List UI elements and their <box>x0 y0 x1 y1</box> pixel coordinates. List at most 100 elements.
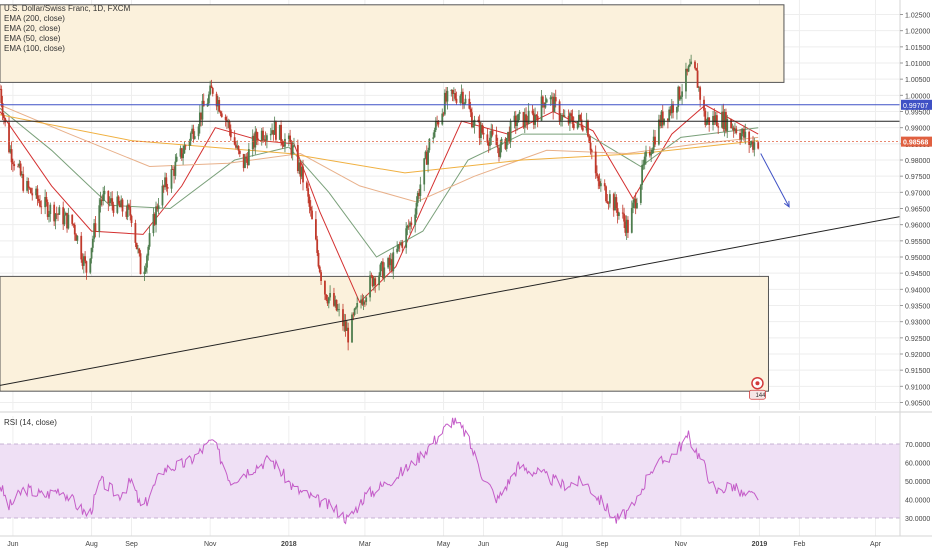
candle-body <box>89 258 92 273</box>
candle-body <box>9 149 12 153</box>
price-tick-label: 0.99500 <box>905 110 930 117</box>
lower-demand-zone <box>0 275 769 392</box>
candle-body <box>369 275 371 298</box>
indicator-ema100[interactable]: EMA (100, close) <box>4 44 65 53</box>
upper-supply-zone <box>0 4 785 83</box>
candle-body <box>616 208 619 216</box>
candle-body <box>28 187 31 189</box>
candle-body <box>378 275 380 286</box>
rsi-legend[interactable]: RSI (14, close) <box>4 418 57 427</box>
candle-body <box>174 161 177 176</box>
candle-body <box>64 212 67 216</box>
candle-body <box>433 130 436 138</box>
candle-body <box>558 101 561 121</box>
time-tick-label: Nov <box>204 541 217 548</box>
candle-body <box>183 145 186 154</box>
candle-body <box>641 165 644 185</box>
candle-body <box>624 221 627 233</box>
candle-body <box>507 131 509 138</box>
price-tick-label: 1.01500 <box>905 45 930 52</box>
candle-body <box>550 96 553 98</box>
candle-body <box>11 162 14 165</box>
candle-body <box>741 129 744 134</box>
candle-body <box>455 98 458 103</box>
candle-body <box>192 128 195 139</box>
candle-body <box>508 131 511 143</box>
indicator-ema20[interactable]: EMA (20, close) <box>4 24 61 33</box>
candle-body <box>233 137 236 145</box>
candle-body <box>180 148 183 159</box>
candle-body <box>721 111 723 128</box>
candle-body <box>63 215 66 225</box>
candle-body <box>498 147 500 157</box>
candle-body <box>18 163 21 167</box>
candle-body <box>406 225 409 229</box>
candle-body <box>578 114 580 122</box>
candle-body <box>686 68 689 72</box>
candle-body <box>108 201 111 204</box>
candle-body <box>220 113 223 117</box>
price-tick-label: 0.97000 <box>905 190 930 197</box>
candle-body <box>441 113 444 125</box>
candle-body <box>245 156 248 159</box>
candle-body <box>570 113 573 117</box>
trendlines <box>0 153 901 386</box>
candle-body <box>400 242 402 245</box>
candle-body <box>522 112 525 128</box>
candle-body <box>290 142 293 155</box>
candle-body <box>559 120 562 121</box>
candle-body <box>189 133 192 141</box>
candle-body <box>173 169 175 176</box>
candle-body <box>554 97 557 102</box>
candle-body <box>697 87 700 88</box>
candle-body <box>1 102 4 116</box>
price-tick-label: 0.90500 <box>905 401 930 408</box>
price-tick-label: 0.94000 <box>905 287 930 294</box>
blue-level-tag <box>901 99 932 110</box>
candle-body <box>473 119 476 126</box>
candle-body <box>320 272 322 282</box>
ascending-trendline <box>0 216 901 386</box>
candle-body <box>581 127 584 131</box>
candle-body <box>451 90 454 94</box>
candle-body <box>450 90 453 91</box>
candle-body <box>116 196 119 213</box>
price-tick-label: 1.02500 <box>905 13 930 20</box>
candle-body <box>271 130 273 134</box>
candle-body <box>391 259 393 272</box>
candle-body <box>247 149 250 166</box>
candle-body <box>401 242 404 248</box>
candle-body <box>360 299 362 304</box>
candle-body <box>109 198 112 202</box>
candle-body <box>19 163 22 176</box>
time-tick-label: May <box>437 541 451 548</box>
alert-badge[interactable]: 144 <box>749 376 766 400</box>
candle-body <box>499 145 502 157</box>
indicator-ema200[interactable]: EMA (200, close) <box>4 14 65 23</box>
candle-body <box>343 321 346 327</box>
candle-body <box>266 135 268 141</box>
price-tick-label: 0.92500 <box>905 336 930 343</box>
candle-body <box>148 233 151 247</box>
candle-body <box>660 111 663 126</box>
candle-body <box>679 96 682 100</box>
candle-body <box>335 299 338 311</box>
candle-body <box>218 99 221 112</box>
candle-body <box>630 207 633 233</box>
candle-body <box>22 174 25 191</box>
indicator-ema50[interactable]: EMA (50, close) <box>4 34 61 43</box>
candle-body <box>338 309 341 310</box>
candle-body <box>599 183 602 187</box>
candle-body <box>645 151 647 157</box>
current-price-tag <box>901 136 932 147</box>
candle-body <box>10 149 13 163</box>
candle-body <box>527 110 530 124</box>
candle-body <box>27 181 30 188</box>
candle-body <box>99 199 102 206</box>
candle-body <box>26 181 28 191</box>
time-tick-label: 2019 <box>752 541 768 548</box>
candle-body <box>296 145 299 172</box>
